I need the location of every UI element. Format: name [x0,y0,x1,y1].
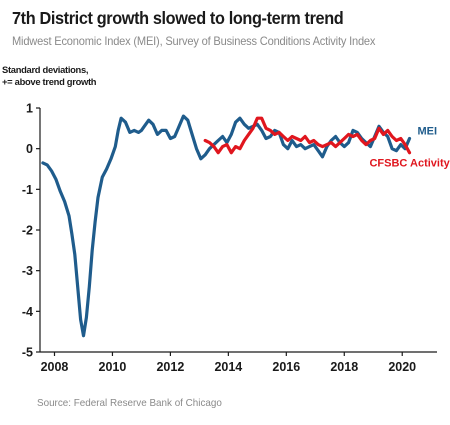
series-labels: MEI CFSBC Activity Index [369,126,450,170]
x-tick-label: 2020 [388,360,416,374]
x-tick-label: 2008 [41,360,69,374]
y-tick-label: 0 [26,142,33,156]
mei-series-label: MEI [417,126,437,138]
y-tick-label: 1 [26,102,33,116]
y-axis-unit-label: Standard deviations, += above trend grow… [2,64,97,88]
y-tick-label: -3 [22,264,33,278]
chart-series [41,114,412,338]
cfsbc-series-label: CFSBC Activity Index [369,158,450,170]
y-tick-label: -5 [22,346,33,360]
x-tick-label: 2018 [330,360,358,374]
chart-axes: 1 0 -1 -2 -3 -4 -5 2008 2010 2012 2014 2016 2018 2020 [22,102,437,374]
chart-title: 7th District growth slowed to long-term … [12,8,344,28]
x-tick-label: 2012 [156,360,184,374]
cfsbc-series-line [203,116,412,155]
x-tick-label: 2010 [99,360,127,374]
y-tick-label: -1 [22,183,33,197]
y-axis-unit-line-1: Standard deviations, [2,64,89,75]
y-axis-unit-line-2: += above trend growth [2,76,97,87]
x-tick-label: 2016 [272,360,300,374]
y-tick-label: -4 [22,305,33,319]
mei-series-line [41,114,412,338]
x-tick-label: 2014 [214,360,242,374]
chart-subtitle: Midwest Economic Index (MEI), Survey of … [12,34,376,48]
y-tick-label: -2 [22,224,33,238]
source-note: Source: Federal Reserve Bank of Chicago [37,397,222,409]
